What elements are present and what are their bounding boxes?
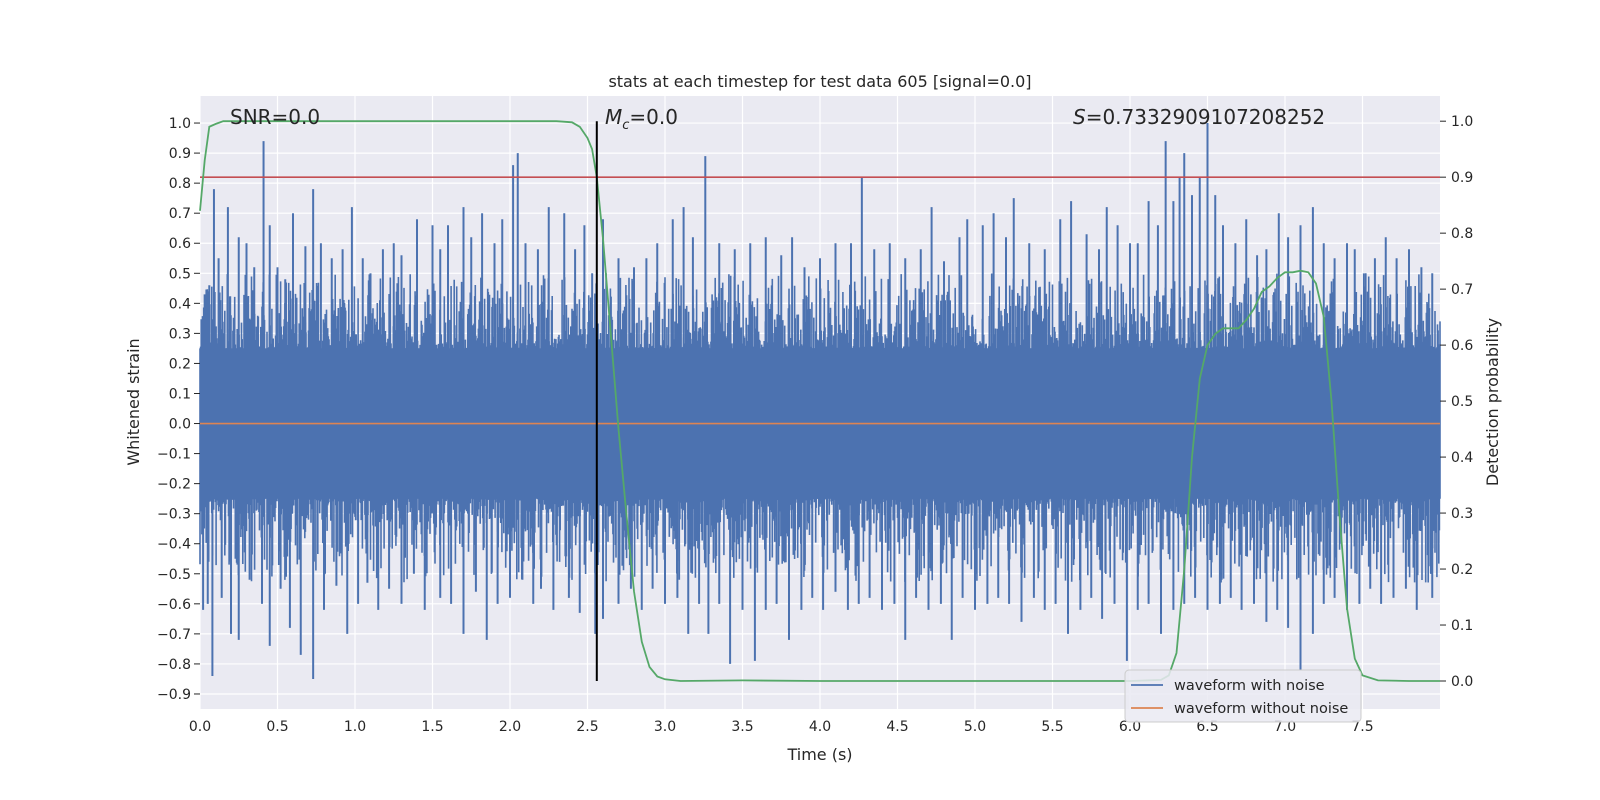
y-tick-label: 1.0 [169,116,191,132]
y-axis-label: Whitened strain [124,338,143,465]
chart-title: stats at each timestep for test data 605… [608,72,1031,91]
y2-tick-label: 1.0 [1451,114,1473,130]
x-tick-label: 6.0 [1119,719,1141,735]
y-tick-label: 0.3 [169,326,191,342]
y2-tick-label: 0.3 [1451,506,1473,522]
legend: waveform with noise waveform without noi… [1124,669,1362,723]
x-tick-label: 1.0 [344,719,366,735]
noise-texture [199,273,1441,583]
y2-axis-label: Detection probability [1483,318,1502,486]
x-tick-label: 7.5 [1351,719,1373,735]
x-tick-label: 5.5 [1041,719,1063,735]
y2-tick-label: 0.2 [1451,562,1473,578]
s-value: =0.7332909107208252 [1086,105,1325,129]
mc-annotation: Mc=0.0 [605,105,678,133]
s-annotation: S=0.7332909107208252 [1073,105,1325,129]
x-tick-label: 4.0 [809,719,831,735]
y-tick-label: 0.4 [169,296,191,312]
y-tick-label: −0.2 [157,477,191,493]
y-tick-label: −0.4 [157,537,191,553]
y2-tick-label: 0.8 [1451,226,1473,242]
y-tick-label: 0.5 [169,266,191,282]
y-tick-label: −0.1 [157,447,191,463]
mc-symbol: M [605,105,622,129]
y-tick-label: 0.7 [169,206,191,222]
x-tick-label: 1.5 [421,719,443,735]
y-ticks-right: 1.0 0.9 0.8 0.7 0.6 0.5 0.4 0.3 0.2 0.1 0.0 [1440,114,1473,690]
mc-subscript: c [622,118,629,133]
mc-value: =0.0 [629,105,678,129]
x-tick-label: 2.5 [576,719,598,735]
y2-tick-label: 0.7 [1451,282,1473,298]
y2-tick-label: 0.9 [1451,170,1473,186]
x-tick-label: 3.5 [731,719,753,735]
y2-tick-label: 0.1 [1451,618,1473,634]
x-tick-label: 2.0 [499,719,521,735]
y2-tick-label: 0.5 [1451,394,1473,410]
y-tick-label: 0.9 [169,146,191,162]
x-tick-label: 6.5 [1196,719,1218,735]
legend-label-waveform-without-noise: waveform without noise [1174,701,1348,717]
y-tick-label: −0.8 [157,657,191,673]
legend-box [1124,669,1362,723]
x-tick-label: 5.0 [964,719,986,735]
snr-annotation: SNR=0.0 [230,105,320,129]
y2-tick-label: 0.0 [1451,674,1473,690]
y-ticks-left: 1.0 0.9 0.8 0.7 0.6 0.5 0.4 0.3 0.2 0.1 0.0 −0.1 −0.… [157,116,200,703]
x-tick-label: 4.5 [886,719,908,735]
y-tick-label: 0.1 [169,386,191,402]
y-tick-label: 0.6 [169,236,191,252]
legend-label-waveform-with-noise: waveform with noise [1174,678,1325,694]
x-ticks: 0.0 0.5 1.0 1.5 2.0 2.5 3.0 3.5 4.0 4.5 5.0 5.5 6.0 6… [189,719,1374,735]
y-tick-label: −0.7 [157,627,191,643]
y-tick-label: 0.2 [169,356,191,372]
x-tick-label: 0.5 [266,719,288,735]
x-axis-label: Time (s) [786,745,852,764]
y-tick-label: 0.0 [169,417,191,433]
x-tick-label: 3.0 [654,719,676,735]
x-tick-label: 7.0 [1274,719,1296,735]
y-tick-label: −0.5 [157,567,191,583]
y-tick-label: −0.3 [157,507,191,523]
y-tick-label: −0.6 [157,597,191,613]
s-symbol: S [1073,105,1086,129]
y-tick-label: 0.8 [169,176,191,192]
x-tick-label: 0.0 [189,719,211,735]
y2-tick-label: 0.6 [1451,338,1473,354]
y2-tick-label: 0.4 [1451,450,1473,466]
y-tick-label: −0.9 [157,687,191,703]
